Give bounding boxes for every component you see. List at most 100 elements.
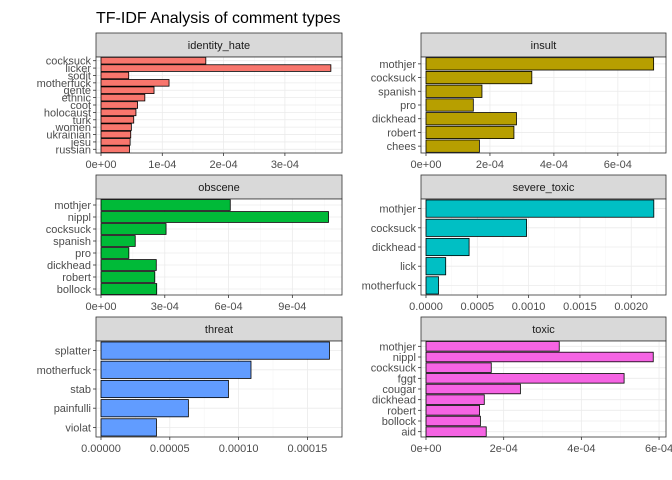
facet-strip bbox=[420, 32, 667, 58]
y-tick-label: motherfuck bbox=[362, 280, 417, 292]
y-tick-label: pro bbox=[75, 248, 91, 260]
y-tick-label: mothjer bbox=[379, 59, 416, 71]
bar-pro bbox=[425, 98, 474, 112]
y-tick-label: aid bbox=[401, 427, 416, 439]
y-tick-label: dickhead bbox=[372, 242, 416, 254]
y-tick-label: motherfuck bbox=[37, 78, 92, 90]
x-tick-label: 0.0015 bbox=[563, 301, 597, 313]
bar-dickhead bbox=[100, 259, 157, 271]
y-tick-label: ukrainian bbox=[46, 130, 91, 142]
panel-border bbox=[420, 340, 667, 438]
y-tick-label: robert bbox=[387, 405, 416, 417]
facet-strip bbox=[95, 316, 343, 342]
y-tick-label: nippl bbox=[393, 352, 416, 364]
y-tick-label: violat bbox=[65, 422, 91, 434]
bar-licker bbox=[100, 64, 332, 72]
bar-spanish bbox=[425, 84, 483, 98]
x-tick-label: 0e+00 bbox=[86, 159, 117, 171]
x-tick-label: 9e-04 bbox=[278, 301, 306, 313]
y-tick-label: dickhead bbox=[372, 114, 416, 126]
x-tick-label: 0.0020 bbox=[614, 301, 648, 313]
bar-bollock bbox=[425, 415, 481, 427]
y-tick-label: spanish bbox=[378, 86, 416, 98]
bar-dickhead bbox=[425, 112, 517, 126]
bar-mothjer bbox=[425, 57, 655, 71]
x-tick-label: 1e-04 bbox=[148, 159, 176, 171]
x-tick-label: 0.00015 bbox=[288, 443, 328, 455]
x-tick-label: 4e-04 bbox=[567, 443, 595, 455]
bar-dickhead bbox=[425, 394, 485, 405]
bar-motherfuck bbox=[100, 79, 170, 87]
bar-robert bbox=[425, 125, 515, 139]
bar-motherfuck bbox=[425, 276, 439, 295]
x-tick-label: 0e+00 bbox=[86, 301, 117, 313]
bar-russian bbox=[100, 145, 130, 154]
facet-label: severe_toxic bbox=[513, 182, 575, 194]
bar-sodit bbox=[100, 71, 130, 80]
x-tick-label: 0.00000 bbox=[81, 443, 121, 455]
y-tick-label: gente bbox=[63, 85, 91, 97]
bar-dickhead bbox=[425, 237, 470, 257]
bar-jesu bbox=[100, 138, 131, 146]
y-tick-label: sodit bbox=[68, 70, 91, 82]
panel-border bbox=[95, 340, 343, 438]
panel-threat: threat splatter motherfuck stab painfulli vio… bbox=[37, 316, 343, 455]
y-tick-label: turk bbox=[73, 115, 92, 127]
y-tick-label: mothjer bbox=[379, 204, 416, 216]
bar-turk bbox=[100, 116, 135, 124]
y-tick-label: painfulli bbox=[54, 403, 91, 415]
y-tick-label: women bbox=[55, 122, 91, 134]
y-tick-label: holocaust bbox=[44, 107, 91, 119]
facet-label: obscene bbox=[198, 182, 240, 194]
y-tick-label: bollock bbox=[382, 416, 417, 428]
bar-nippl bbox=[425, 351, 654, 363]
y-tick-label: russian bbox=[56, 144, 91, 156]
y-tick-label: cocksuck bbox=[46, 56, 92, 68]
facet-label: insult bbox=[531, 40, 557, 52]
panel-border bbox=[95, 56, 343, 154]
bar-robert bbox=[425, 405, 481, 416]
x-tick-label: 6e-04 bbox=[645, 443, 672, 455]
bar-bollock bbox=[100, 283, 158, 295]
facet-strip bbox=[95, 32, 343, 58]
bar-cocksuck bbox=[100, 223, 167, 235]
y-tick-label: splatter bbox=[55, 346, 91, 358]
x-tick-label: 2e-04 bbox=[210, 159, 238, 171]
y-tick-label: spanish bbox=[53, 236, 91, 248]
bar-ethnic bbox=[100, 93, 146, 102]
y-tick-label: stab bbox=[70, 384, 91, 396]
y-tick-label: cougar bbox=[382, 384, 416, 396]
y-tick-label: cocksuck bbox=[371, 73, 417, 85]
bar-chees bbox=[425, 139, 480, 153]
bar-cocksuck bbox=[425, 71, 533, 85]
y-tick-label: fggt bbox=[398, 373, 416, 385]
x-tick-label: 2e-04 bbox=[490, 443, 518, 455]
y-tick-label: coot bbox=[70, 100, 91, 112]
bar-women bbox=[100, 123, 132, 131]
panel-border bbox=[95, 198, 343, 296]
panel-toxic: toxic mothjernipplcocksuckfggtcougardickh… bbox=[371, 316, 672, 455]
x-tick-label: 0.0000 bbox=[409, 301, 443, 313]
y-tick-label: robert bbox=[387, 127, 416, 139]
bar-cougar bbox=[425, 383, 521, 395]
bar-splatter bbox=[100, 341, 330, 360]
bar-violat bbox=[100, 418, 157, 437]
bar-nippl bbox=[100, 211, 329, 223]
y-tick-label: chees bbox=[387, 141, 417, 153]
y-tick-label: robert bbox=[62, 272, 91, 284]
bar-ukrainian bbox=[100, 130, 132, 139]
x-tick-label: 0.00005 bbox=[150, 443, 190, 455]
y-tick-label: cocksuck bbox=[371, 363, 417, 375]
x-tick-label: 3e-04 bbox=[151, 301, 179, 313]
bar-cocksuck bbox=[100, 56, 207, 65]
bar-coot bbox=[100, 101, 138, 109]
y-tick-label: lick bbox=[400, 261, 416, 273]
x-tick-label: 6e-04 bbox=[604, 159, 632, 171]
panel-border bbox=[420, 56, 667, 154]
x-tick-label: 0e+00 bbox=[411, 159, 442, 171]
x-tick-label: 4e-04 bbox=[540, 159, 568, 171]
x-tick-label: 0e+00 bbox=[411, 443, 442, 455]
bar-fggt bbox=[425, 373, 625, 384]
